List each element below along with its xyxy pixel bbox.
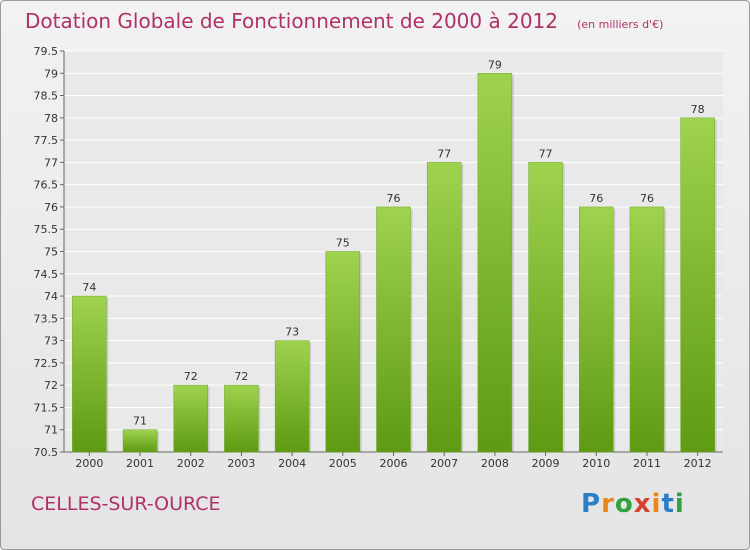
data-label: 78 — [691, 103, 705, 116]
bar — [72, 295, 107, 453]
y-tick-label: 72.5 — [34, 357, 59, 370]
x-tick-label: 2011 — [633, 457, 661, 470]
bar — [477, 73, 513, 453]
bar — [122, 429, 158, 453]
y-tick-label: 71.5 — [34, 401, 59, 414]
data-label: 74 — [82, 281, 96, 294]
x-tick-label: 2010 — [582, 457, 610, 470]
logo-letter: o — [614, 489, 634, 519]
data-label: 72 — [184, 370, 198, 383]
x-tick-label: 2012 — [684, 457, 712, 470]
chart-subtitle: (en milliers d'€) — [577, 18, 664, 31]
y-tick-label: 77 — [44, 156, 58, 169]
x-tick-label: 2003 — [227, 457, 255, 470]
data-label: 76 — [387, 192, 401, 205]
x-tick-label: 2001 — [126, 457, 154, 470]
commune-name: CELLES-SUR-OURCE — [31, 493, 221, 515]
logo-letter: i — [651, 489, 662, 519]
x-tick-label: 2006 — [380, 457, 408, 470]
y-tick-label: 78.5 — [34, 90, 59, 103]
logo-letter: P — [581, 489, 602, 519]
y-tick-label: 75 — [44, 246, 58, 259]
data-label: 76 — [640, 192, 654, 205]
logo-letter: r — [601, 489, 615, 519]
y-tick-label: 71 — [44, 424, 58, 437]
y-tick-label: 73.5 — [34, 312, 59, 325]
data-label: 76 — [589, 192, 603, 205]
x-tick-label: 2000 — [75, 457, 103, 470]
y-tick-label: 73 — [44, 335, 58, 348]
bar — [325, 251, 361, 453]
x-tick-label: 2004 — [278, 457, 306, 470]
bar — [528, 162, 563, 453]
x-tick-label: 2009 — [532, 457, 560, 470]
data-label: 72 — [234, 370, 248, 383]
y-tick-label: 77.5 — [34, 134, 59, 147]
bar — [426, 162, 462, 453]
y-tick-label: 75.5 — [34, 223, 59, 236]
logo-letter: t — [661, 489, 675, 519]
data-label: 73 — [285, 326, 299, 339]
y-tick-label: 72 — [44, 379, 58, 392]
x-tick-label: 2008 — [481, 457, 509, 470]
x-tick-label: 2005 — [329, 457, 357, 470]
bar — [173, 384, 208, 453]
bar — [376, 206, 411, 453]
data-label: 75 — [336, 237, 350, 250]
x-tick-label: 2007 — [430, 457, 458, 470]
y-tick-label: 79 — [44, 67, 58, 80]
title-row: Dotation Globale de Fonctionnement de 20… — [25, 9, 663, 33]
bar — [629, 206, 665, 453]
y-tick-label: 76 — [44, 201, 58, 214]
proxiti-logo: Proxiti — [581, 489, 685, 519]
chart-title: Dotation Globale de Fonctionnement de 20… — [25, 9, 558, 33]
logo-letter: i — [674, 489, 685, 519]
y-tick-label: 79.5 — [34, 45, 59, 58]
y-tick-label: 70.5 — [34, 446, 59, 459]
x-tick-label: 2002 — [177, 457, 205, 470]
bar — [274, 340, 310, 453]
data-label: 71 — [133, 415, 147, 428]
bar — [680, 117, 715, 453]
data-label: 79 — [488, 58, 502, 71]
y-tick-label: 74.5 — [34, 268, 59, 281]
y-tick-label: 74 — [44, 290, 58, 303]
y-tick-label: 76.5 — [34, 179, 59, 192]
bar — [579, 206, 614, 453]
bar — [224, 384, 259, 453]
logo-letter: x — [633, 489, 652, 519]
data-label: 77 — [437, 147, 451, 160]
y-tick-label: 78 — [44, 112, 58, 125]
data-label: 77 — [539, 147, 553, 160]
